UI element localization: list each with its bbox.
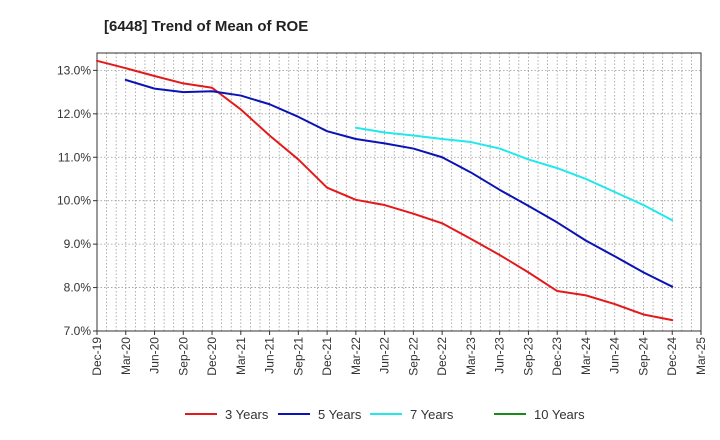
plot-border bbox=[96, 52, 702, 332]
legend-label: 10 Years bbox=[534, 407, 585, 422]
x-tick-label: Sep-21 bbox=[291, 337, 305, 376]
x-tick-label: Mar-22 bbox=[349, 337, 363, 375]
y-tick-label: 8.0% bbox=[64, 281, 92, 295]
chart-title: [6448] Trend of Mean of ROE bbox=[104, 18, 308, 35]
x-tick-label: Sep-20 bbox=[176, 337, 190, 376]
x-tick-label: Mar-21 bbox=[234, 337, 248, 375]
legend-label: 3 Years bbox=[225, 407, 269, 422]
grid-lines bbox=[96, 53, 702, 332]
x-tick-label: Jun-22 bbox=[378, 337, 392, 374]
x-tick-label: Dec-24 bbox=[665, 337, 679, 376]
legend-label: 7 Years bbox=[410, 407, 454, 422]
series-line-3-years bbox=[96, 59, 674, 322]
series-line-5-years bbox=[124, 78, 674, 288]
x-tick-label: Dec-19 bbox=[90, 337, 104, 376]
x-tick-label: Jun-23 bbox=[493, 337, 507, 374]
series-lines bbox=[96, 59, 674, 322]
legend-label: 5 Years bbox=[318, 407, 362, 422]
y-tick-label: 11.0% bbox=[58, 150, 91, 164]
legend: 3 Years 5 Years 7 Years 10 Years bbox=[185, 407, 585, 422]
x-tick-label: Mar-25 bbox=[694, 337, 708, 375]
y-tick-label: 7.0% bbox=[64, 324, 92, 338]
x-tick-label: Dec-20 bbox=[205, 337, 219, 376]
y-tick-label: 9.0% bbox=[64, 237, 92, 251]
x-tick-label: Sep-22 bbox=[406, 337, 420, 376]
y-tick-label: 12.0% bbox=[57, 107, 91, 121]
x-tick-label: Sep-23 bbox=[521, 337, 535, 376]
x-tick-label: Jun-24 bbox=[608, 337, 622, 374]
series-line-7-years bbox=[354, 126, 674, 222]
x-tick-label: Dec-22 bbox=[435, 337, 449, 376]
x-tick-label: Jun-21 bbox=[263, 337, 277, 374]
x-tick-label: Dec-21 bbox=[320, 337, 334, 376]
x-tick-label: Jun-20 bbox=[148, 337, 162, 374]
y-tick-label: 13.0% bbox=[57, 63, 91, 77]
x-tick-label: Mar-20 bbox=[119, 337, 133, 375]
axes: 7.0% 8.0% 9.0% 10.0% 11.0% 12.0% 13.0% Dec-19 Ma… bbox=[57, 52, 708, 376]
x-tick-label: Dec-23 bbox=[550, 337, 564, 376]
y-tick-label: 10.0% bbox=[57, 194, 91, 208]
x-tick-label: Mar-23 bbox=[464, 337, 478, 375]
x-tick-label: Sep-24 bbox=[636, 337, 650, 376]
x-tick-label: Mar-24 bbox=[579, 337, 593, 375]
plot-area bbox=[97, 53, 701, 331]
